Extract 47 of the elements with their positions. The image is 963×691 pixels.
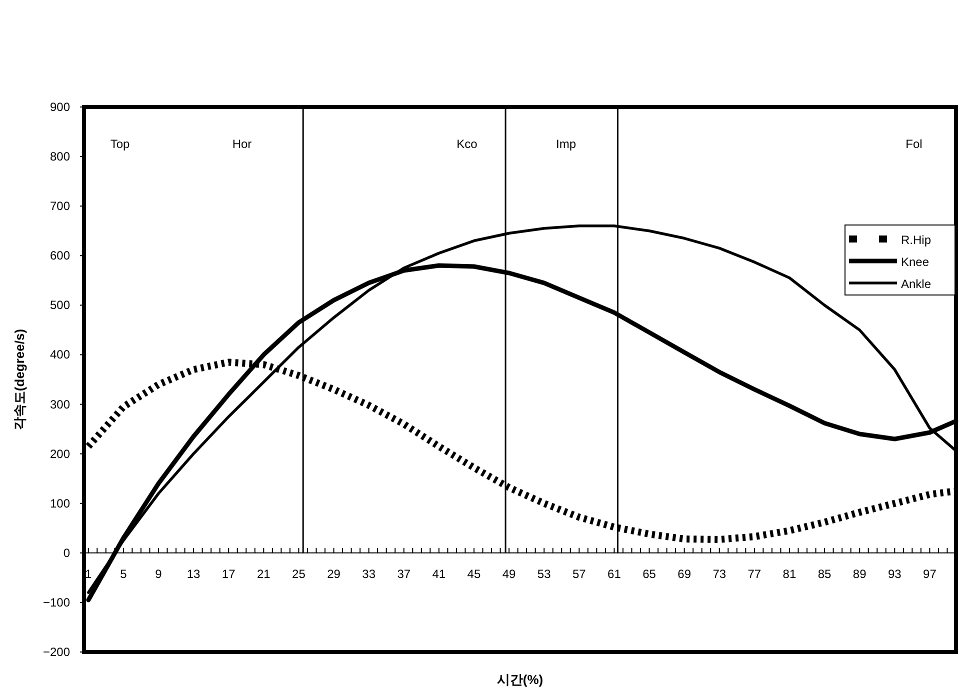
x-tick-label: 73 bbox=[712, 566, 726, 581]
x-tick-label: 33 bbox=[362, 566, 376, 581]
x-tick-label: 57 bbox=[572, 566, 586, 581]
x-tick-label: 5 bbox=[120, 566, 128, 581]
x-tick-label: 77 bbox=[748, 566, 762, 581]
annotation: Hor bbox=[232, 137, 252, 151]
annotation: Top bbox=[110, 137, 130, 151]
x-tick-label: 1 bbox=[85, 566, 92, 581]
x-tick-label: 69 bbox=[678, 566, 692, 581]
y-tick-label: 600 bbox=[50, 248, 70, 263]
x-tick-label: 21 bbox=[256, 566, 271, 581]
x-tick-label: 45 bbox=[467, 566, 481, 581]
y-tick-label: 100 bbox=[50, 496, 70, 510]
y-tick-label: −200 bbox=[42, 645, 70, 659]
y-tick-label: 900 bbox=[50, 100, 70, 114]
x-tick-label: 81 bbox=[782, 566, 796, 581]
annotation: Kco bbox=[456, 137, 478, 151]
x-tick-label: 53 bbox=[537, 566, 552, 581]
x-tick-label: 61 bbox=[608, 566, 622, 581]
legend-label: Ankle bbox=[901, 277, 932, 291]
y-axis-title: 각속도(degree/s) bbox=[12, 328, 27, 430]
y-tick-label: −100 bbox=[42, 595, 70, 610]
annotation: Fol bbox=[906, 137, 922, 151]
y-tick-label: 300 bbox=[50, 397, 70, 412]
legend-label: Knee bbox=[901, 255, 930, 269]
y-tick-label: 0 bbox=[63, 546, 70, 560]
x-tick-label: 93 bbox=[888, 566, 902, 581]
y-tick-label: 200 bbox=[50, 446, 70, 461]
y-tick-label: 800 bbox=[50, 150, 70, 164]
x-tick-label: 29 bbox=[327, 566, 341, 581]
x-tick-label: 13 bbox=[186, 566, 201, 581]
x-tick-label: 85 bbox=[818, 566, 832, 581]
x-tick-label: 9 bbox=[155, 566, 162, 581]
x-tick-label: 25 bbox=[292, 566, 306, 581]
x-tick-label: 89 bbox=[852, 566, 867, 581]
legend-label: R.Hip bbox=[901, 233, 932, 247]
y-tick-label: 700 bbox=[50, 199, 70, 214]
y-tick-label: 400 bbox=[50, 348, 70, 362]
x-tick-label: 97 bbox=[923, 566, 937, 581]
x-axis-title: 시간(%) bbox=[496, 672, 544, 687]
x-tick-label: 37 bbox=[397, 566, 411, 581]
x-tick-label: 17 bbox=[222, 566, 236, 581]
x-tick-label: 65 bbox=[642, 566, 656, 581]
x-tick-label: 49 bbox=[502, 566, 516, 581]
annotation: Imp bbox=[556, 137, 576, 151]
y-tick-label: 500 bbox=[50, 298, 70, 312]
x-tick-label: 41 bbox=[432, 566, 446, 581]
